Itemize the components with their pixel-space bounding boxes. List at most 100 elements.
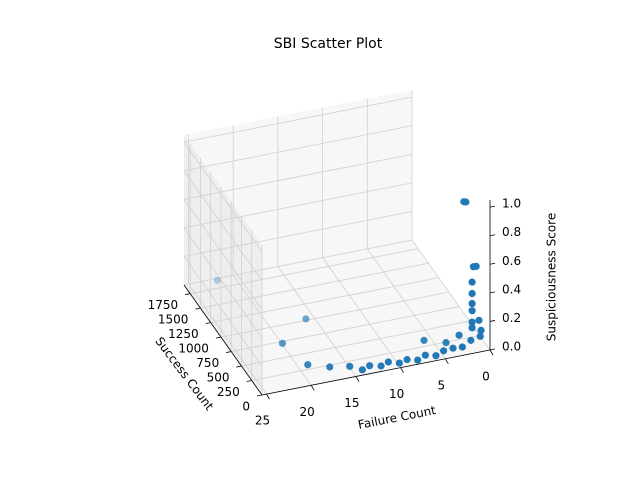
point: [475, 316, 483, 324]
grid-line: [241, 320, 470, 367]
tick-mark: [310, 385, 315, 391]
grid-line: [411, 239, 491, 351]
point: [403, 355, 411, 364]
y-tick-label: 250: [217, 385, 240, 399]
grid-line: [251, 335, 480, 381]
point: [468, 278, 476, 286]
grid-line: [232, 275, 312, 386]
tick-mark: [489, 234, 496, 237]
tick-mark: [489, 320, 496, 322]
tick-mark: [226, 351, 232, 353]
y-tick-label: 1250: [168, 327, 199, 341]
x-tick-label: 25: [255, 414, 270, 428]
tick-mark: [195, 307, 201, 310]
grid-line: [366, 248, 446, 360]
grid-line: [183, 211, 413, 257]
z-tick-label: 0.6: [502, 254, 521, 268]
point: [460, 198, 468, 206]
grid-line: [183, 182, 413, 229]
point: [278, 339, 287, 347]
point: [476, 332, 484, 340]
y-tick-label: 1000: [178, 342, 209, 356]
tick-mark: [246, 380, 252, 382]
z-tick-label: 0.0: [502, 340, 521, 354]
tick-mark: [400, 367, 404, 373]
point: [469, 263, 478, 271]
tick-mark: [489, 349, 494, 356]
point: [467, 336, 475, 344]
grid-line: [277, 266, 357, 377]
tick-mark: [256, 394, 263, 397]
grid-line: [322, 257, 401, 368]
tick-mark: [444, 358, 449, 365]
grid-line: [183, 96, 413, 143]
point: [468, 307, 476, 315]
grid-line: [183, 227, 263, 339]
grid-line: [231, 306, 460, 352]
y-tick-label: 0: [242, 400, 250, 414]
grid-line: [188, 283, 267, 395]
point: [302, 315, 310, 323]
grid-line: [190, 248, 419, 295]
point: [449, 344, 457, 352]
point: [455, 331, 463, 339]
point: [442, 339, 450, 347]
point: [420, 336, 428, 344]
x-tick-label: 5: [437, 378, 445, 392]
z-tick-label: 0.4: [502, 282, 521, 296]
point: [346, 362, 354, 370]
x-tick-label: 20: [300, 405, 315, 419]
tick-mark: [185, 293, 191, 296]
point: [384, 358, 392, 366]
point: [432, 352, 440, 360]
tick-mark: [205, 322, 211, 325]
y-tick-label: 750: [196, 356, 219, 370]
point: [366, 362, 374, 370]
z-tick-label: 1.0: [502, 197, 521, 211]
z-tick-label: 0.2: [502, 311, 521, 325]
y-tick-label: 1750: [148, 298, 179, 312]
x-axis-label: Failure Count: [357, 403, 437, 432]
x-tick-label: 0: [482, 370, 490, 384]
tick-mark: [489, 291, 496, 294]
grid-line: [183, 199, 263, 310]
grid-line: [220, 291, 450, 338]
grid-line: [183, 153, 413, 200]
point: [477, 326, 485, 334]
y-axis: [183, 284, 263, 396]
grid-line: [210, 277, 439, 324]
grid-line: [200, 262, 429, 309]
point: [326, 363, 334, 371]
tick-mark: [236, 365, 242, 368]
z-tick-label: 0.8: [502, 225, 521, 239]
point: [458, 343, 466, 351]
grid-line: [183, 256, 263, 367]
grid-line: [183, 141, 263, 253]
chart-title: SBI Scatter Plot: [274, 36, 383, 52]
point: [304, 361, 312, 369]
point: [395, 359, 403, 367]
point: [358, 366, 366, 374]
tick-mark: [266, 393, 270, 400]
z-axis-label: Suspiciousness Score: [545, 213, 559, 341]
tick-mark: [489, 205, 496, 208]
x-axis: [261, 349, 491, 396]
point: [213, 276, 221, 284]
x-tick-label: 10: [389, 387, 404, 401]
point: [468, 299, 476, 308]
point: [468, 324, 476, 332]
grid-line: [183, 170, 263, 281]
grid-line: [183, 239, 413, 286]
point: [440, 347, 448, 355]
tick-mark: [215, 336, 222, 339]
point: [377, 362, 385, 370]
tick-mark: [489, 262, 496, 265]
y-tick-label: 500: [207, 371, 230, 385]
side-pane: [184, 135, 262, 395]
y-tick-label: 1500: [158, 313, 189, 327]
point: [421, 351, 429, 359]
tick-mark: [489, 348, 496, 351]
point: [468, 318, 476, 326]
x-tick-label: 15: [344, 396, 359, 410]
tick-mark: [355, 376, 360, 382]
